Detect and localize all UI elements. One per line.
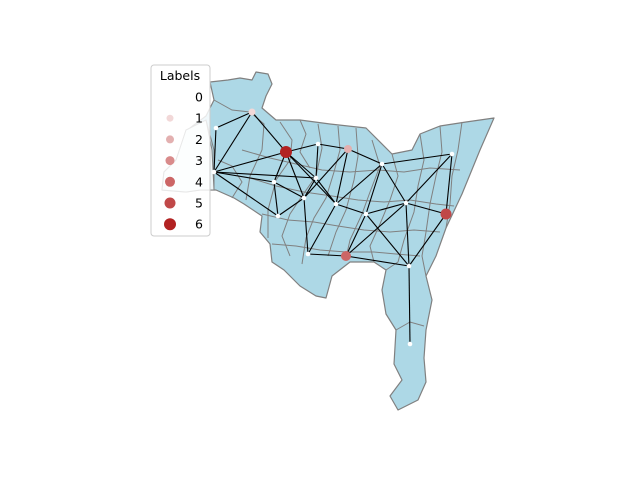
graph-edge (345, 255, 410, 267)
graph-edge (251, 111, 287, 153)
legend-marker (166, 114, 174, 122)
graph-node (271, 179, 277, 185)
graph-node (406, 263, 412, 269)
graph-node (280, 146, 292, 158)
graph-edges (213, 111, 453, 345)
graph-node (213, 125, 219, 131)
graph-node (363, 211, 369, 217)
graph-edge (365, 213, 410, 267)
legend-marker (165, 156, 175, 166)
graph-edge (213, 171, 275, 183)
graph-edge (315, 177, 337, 205)
graph-edge (365, 163, 383, 215)
graph-edge (307, 203, 337, 255)
graph-node (449, 151, 455, 157)
graph-edge (273, 181, 279, 217)
graph-edge (315, 143, 319, 179)
graph-edge (381, 163, 407, 204)
graph-edge (405, 202, 410, 267)
graph-edge (303, 177, 317, 199)
graph-edge (285, 151, 337, 205)
graph-node (344, 145, 352, 153)
legend-label: 1 (195, 111, 203, 126)
graph-node (313, 175, 319, 181)
graph-node (301, 195, 307, 201)
graph-node (275, 213, 281, 219)
legend-title: Labels (160, 68, 200, 83)
graph-edge (408, 265, 411, 345)
graph-node (248, 108, 256, 116)
graph-edge (445, 153, 453, 215)
legend-marker (164, 218, 176, 231)
legend-marker (164, 197, 176, 209)
legend-marker (166, 135, 174, 144)
graph-edge (335, 203, 367, 215)
graph-edge (347, 148, 383, 165)
legend-label: 2 (195, 132, 203, 147)
legend-label: 6 (195, 217, 203, 232)
legend-label: 0 (195, 90, 203, 105)
legend-box (150, 64, 211, 237)
graph-edge (345, 213, 367, 257)
graph-node (315, 141, 321, 147)
graph-edge (307, 253, 347, 257)
graph-edge (408, 213, 447, 267)
graph-edge (213, 127, 217, 173)
legend-marker (165, 176, 175, 187)
graph-edge (285, 151, 305, 199)
legend: Labels 0 1 2 3 4 5 6 (150, 64, 211, 237)
graph-node (341, 251, 351, 261)
graph-edge (285, 151, 317, 179)
map-outline (161, 71, 495, 411)
graph-edge (213, 171, 279, 217)
graph-node (305, 251, 311, 257)
legend-label: 3 (195, 153, 203, 168)
graph-node (211, 169, 217, 175)
graph-node (407, 341, 413, 347)
graph-node (333, 201, 339, 207)
graph-edge (405, 153, 453, 204)
graph-edge (335, 148, 349, 205)
graph-node (403, 200, 409, 206)
graph-nodes (211, 108, 455, 347)
graph-edge (381, 153, 453, 165)
legend-marker (167, 94, 173, 100)
graph-edge (213, 111, 253, 173)
graph-node (379, 161, 385, 167)
graph-edge (303, 148, 349, 199)
graph-edge (405, 202, 447, 215)
graph-edge (213, 151, 287, 173)
graph-edge (317, 143, 349, 150)
graph-node (440, 208, 452, 220)
graph-edge (345, 202, 407, 257)
map-regions (161, 71, 495, 411)
graph-edge (213, 171, 317, 179)
legend-label: 4 (195, 174, 203, 189)
graph-edge (335, 163, 383, 205)
graph-edge (215, 111, 253, 129)
graph-edge (273, 181, 305, 199)
graph-edge (277, 197, 305, 217)
legend-label: 5 (195, 196, 203, 211)
graph-edge (365, 202, 407, 215)
legend-items: 0 1 2 3 4 5 6 (164, 90, 203, 232)
graph-edge (303, 197, 309, 255)
